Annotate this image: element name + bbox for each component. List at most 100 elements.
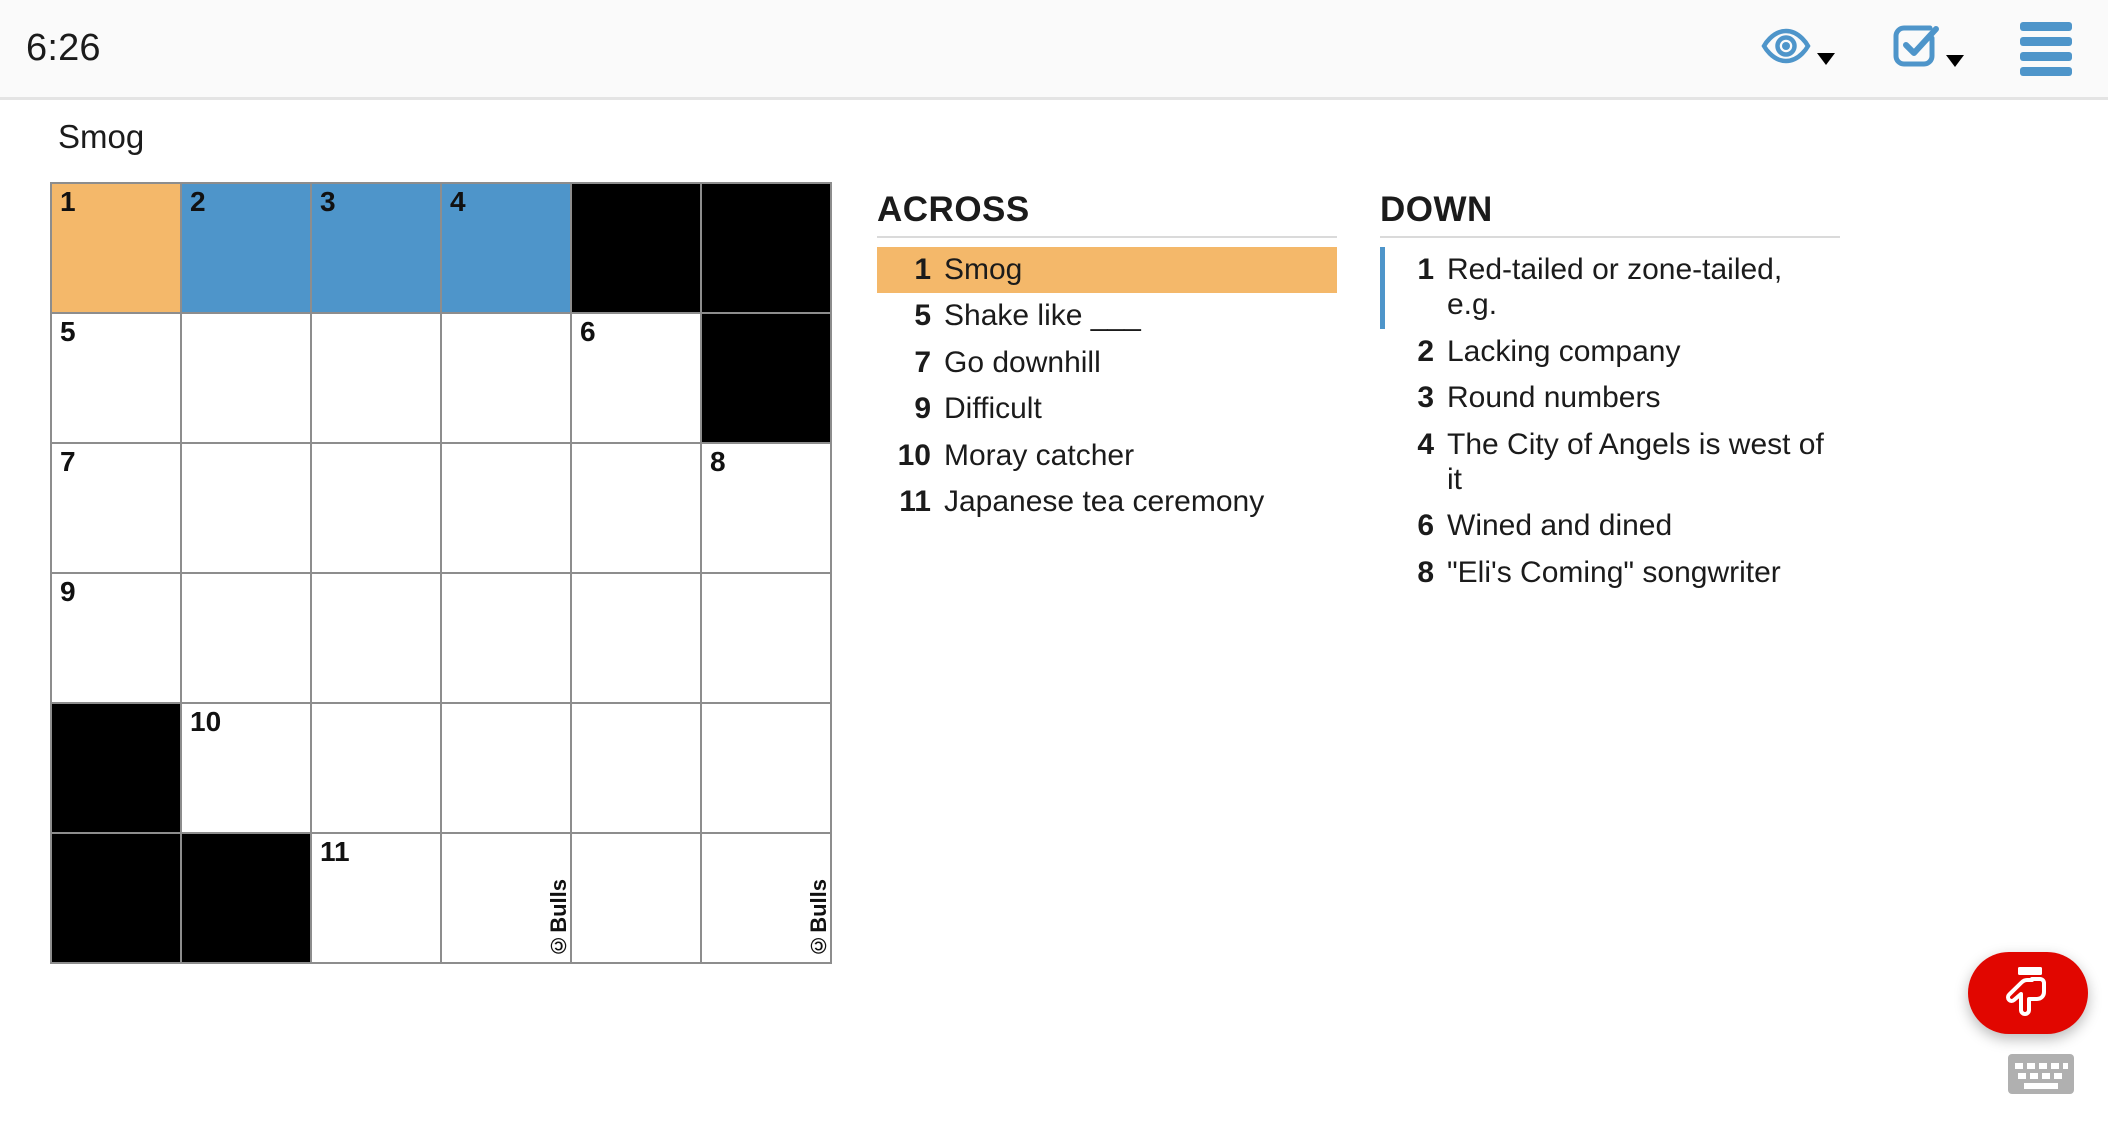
clue-number: 5 — [914, 299, 931, 333]
grid-cell[interactable]: 8 — [702, 444, 830, 572]
cell-number: 10 — [190, 706, 222, 737]
down-divider — [1380, 236, 1840, 238]
grid-cell[interactable] — [312, 444, 440, 572]
grid-cell[interactable] — [442, 314, 570, 442]
clue-item-down-8[interactable]: 8 "Eli's Coming" songwriter — [1380, 550, 1840, 596]
clue-number: 6 — [1417, 509, 1434, 543]
clue-number: 10 — [897, 438, 931, 472]
grid-cell[interactable] — [312, 704, 440, 832]
clue-number: 11 — [899, 484, 931, 518]
app-header: 6:26 — [0, 0, 2108, 100]
reveal-menu-button[interactable] — [1760, 24, 1835, 73]
grid-cell[interactable] — [702, 704, 830, 832]
grid-cell[interactable] — [442, 704, 570, 832]
grid-cell[interactable] — [572, 704, 700, 832]
grid-cell[interactable]: 2 — [182, 184, 310, 312]
burger-line — [2020, 21, 2072, 31]
grid-cell[interactable]: 5 — [52, 314, 180, 442]
grid-cell[interactable]: 6 — [572, 314, 700, 442]
clue-text: Go downhill — [944, 345, 1101, 379]
clue-item-across-11[interactable]: 11 Japanese tea ceremony — [877, 479, 1337, 525]
across-clue-list[interactable]: 1 Smog 5 Shake like ___ 7 Go downhill 9 Difficu… — [877, 247, 1337, 525]
grid-block-cell — [702, 314, 830, 442]
grid-block-cell — [52, 834, 180, 962]
grid-block-cell — [572, 184, 700, 312]
clue-number: 1 — [1417, 253, 1434, 286]
grid-cell[interactable] — [182, 574, 310, 702]
cell-number: 1 — [60, 186, 76, 217]
clue-text: Lacking company — [1447, 334, 1681, 368]
clue-number: 9 — [914, 392, 931, 426]
chevron-down-icon — [1817, 53, 1835, 65]
keyboard-toggle-button[interactable] — [2008, 1052, 2074, 1101]
cell-number: 5 — [60, 316, 76, 347]
grid-cell[interactable]: 7 — [52, 444, 180, 572]
clue-item-down-2[interactable]: 2 Lacking company — [1380, 329, 1840, 375]
grid-cell[interactable] — [312, 314, 440, 442]
grid-cell[interactable] — [572, 834, 700, 962]
grid-cell[interactable]: 4 — [442, 184, 570, 312]
cell-number: 9 — [60, 576, 76, 607]
clue-item-across-9[interactable]: 9 Difficult — [877, 386, 1337, 432]
header-actions — [1760, 21, 2072, 76]
burger-line — [2020, 36, 2072, 46]
burger-line — [2020, 66, 2072, 76]
cell-number: 3 — [320, 186, 336, 217]
grid-cell[interactable]: ©Bulls — [702, 834, 830, 962]
clues-panel: ACROSS 1 Smog 5 Shake like ___ 7 Go downhill 9… — [877, 190, 1840, 596]
clue-text: Wined and dined — [1447, 509, 1673, 543]
grid-cell[interactable]: 9 — [52, 574, 180, 702]
clue-item-across-1[interactable]: 1 Smog — [877, 247, 1337, 294]
clue-item-across-7[interactable]: 7 Go downhill — [877, 340, 1337, 386]
hamburger-menu-icon[interactable] — [2020, 21, 2072, 76]
down-clue-list[interactable]: 1 Red-tailed or zone-tailed, e.g. 2 Lacking… — [1380, 247, 1840, 596]
cell-number: 4 — [450, 186, 466, 217]
grid-cell[interactable]: 1 — [52, 184, 180, 312]
clue-text: Difficult — [944, 392, 1042, 426]
cell-number: 11 — [320, 836, 350, 867]
grid-cell[interactable]: 10 — [182, 704, 310, 832]
clue-item-across-5[interactable]: 5 Shake like ___ — [877, 293, 1337, 339]
pointer-hand-icon — [2001, 963, 2055, 1024]
clue-item-down-4[interactable]: 4 The City of Angels is west of it — [1380, 422, 1840, 504]
down-heading: DOWN — [1380, 190, 1493, 229]
grid-block-cell — [52, 704, 180, 832]
grid-cell[interactable] — [572, 444, 700, 572]
clue-text: Shake like ___ — [944, 299, 1141, 333]
clue-item-down-6[interactable]: 6 Wined and dined — [1380, 503, 1840, 549]
grid-block-cell — [702, 184, 830, 312]
cell-number: 6 — [580, 316, 596, 347]
grid-cell[interactable]: 3 — [312, 184, 440, 312]
across-divider — [877, 236, 1337, 238]
clue-item-down-3[interactable]: 3 Round numbers — [1380, 375, 1840, 421]
chevron-down-icon — [1946, 55, 1964, 67]
clue-item-down-1[interactable]: 1 Red-tailed or zone-tailed, e.g. — [1380, 247, 1840, 329]
grid-cell[interactable] — [442, 444, 570, 572]
pointer-mode-button[interactable] — [1968, 952, 2088, 1034]
crossword-grid[interactable]: 1 2 3 4 5 6 7 8 9 10 11 ©Bulls ©Bulls — [50, 182, 832, 964]
grid-cell[interactable] — [442, 574, 570, 702]
grid-cell[interactable]: 11 — [312, 834, 440, 962]
clue-item-across-10[interactable]: 10 Moray catcher — [877, 433, 1337, 479]
clue-number: 8 — [1417, 555, 1434, 589]
clue-number: 4 — [1417, 427, 1434, 461]
clue-number: 1 — [914, 253, 931, 286]
cell-number: 8 — [710, 446, 726, 477]
grid-cell[interactable]: ©Bulls — [442, 834, 570, 962]
check-menu-button[interactable] — [1891, 22, 1964, 75]
grid-cell[interactable] — [182, 314, 310, 442]
grid-cell[interactable] — [182, 444, 310, 572]
across-heading: ACROSS — [877, 190, 1030, 229]
clue-text: Red-tailed or zone-tailed, e.g. — [1447, 253, 1783, 322]
grid-cell[interactable] — [312, 574, 440, 702]
burger-line — [2020, 51, 2072, 61]
clock-label: 6:26 — [26, 27, 101, 69]
grid-cell[interactable] — [572, 574, 700, 702]
grid-block-cell — [182, 834, 310, 962]
grid-cell[interactable] — [702, 574, 830, 702]
clue-text: Moray catcher — [944, 438, 1135, 472]
keyboard-icon — [2008, 1054, 2074, 1100]
clue-text: The City of Angels is west of it — [1447, 427, 1824, 496]
eye-icon — [1760, 24, 1812, 73]
copyright-watermark: ©Bulls — [546, 879, 570, 958]
